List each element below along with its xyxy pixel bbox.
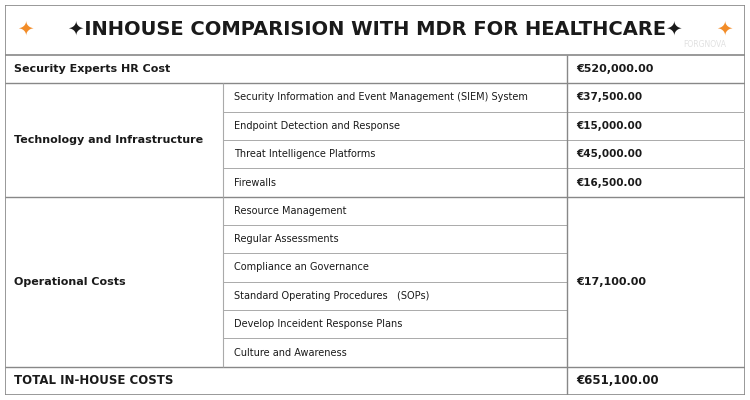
Text: FORGNOVA: FORGNOVA — [683, 40, 727, 49]
Text: Regular Assessments: Regular Assessments — [235, 234, 339, 244]
Text: Threat Intelligence Platforms: Threat Intelligence Platforms — [235, 149, 376, 159]
Text: Firewalls: Firewalls — [235, 178, 277, 188]
Text: €17,100.00: €17,100.00 — [576, 277, 646, 287]
Text: €16,500.00: €16,500.00 — [576, 178, 642, 188]
Text: €520,000.00: €520,000.00 — [576, 64, 654, 74]
Text: TOTAL IN-HOUSE COSTS: TOTAL IN-HOUSE COSTS — [14, 374, 173, 387]
Text: Security Information and Event Management (SIEM) System: Security Information and Event Managemen… — [235, 92, 528, 102]
Text: Technology and Infrastructure: Technology and Infrastructure — [14, 135, 203, 145]
Text: Security Experts HR Cost: Security Experts HR Cost — [14, 64, 170, 74]
Text: Compliance an Governance: Compliance an Governance — [235, 262, 369, 272]
Text: €45,000.00: €45,000.00 — [576, 149, 643, 159]
Text: €651,100.00: €651,100.00 — [576, 374, 659, 387]
Text: Operational Costs: Operational Costs — [14, 277, 125, 287]
Text: Culture and Awareness: Culture and Awareness — [235, 348, 347, 358]
Text: Standard Operating Procedures   (SOPs): Standard Operating Procedures (SOPs) — [235, 291, 430, 301]
Text: €15,000.00: €15,000.00 — [576, 121, 642, 131]
Text: ✦: ✦ — [716, 20, 733, 38]
Text: €37,500.00: €37,500.00 — [576, 92, 643, 102]
Text: Resource Management: Resource Management — [235, 206, 347, 216]
Text: Develop Inceident Response Plans: Develop Inceident Response Plans — [235, 319, 403, 329]
Text: ✦: ✦ — [17, 20, 34, 38]
Text: ✦INHOUSE COMPARISION WITH MDR FOR HEALTHCARE✦: ✦INHOUSE COMPARISION WITH MDR FOR HEALTH… — [68, 20, 682, 38]
Text: Endpoint Detection and Response: Endpoint Detection and Response — [235, 121, 400, 131]
